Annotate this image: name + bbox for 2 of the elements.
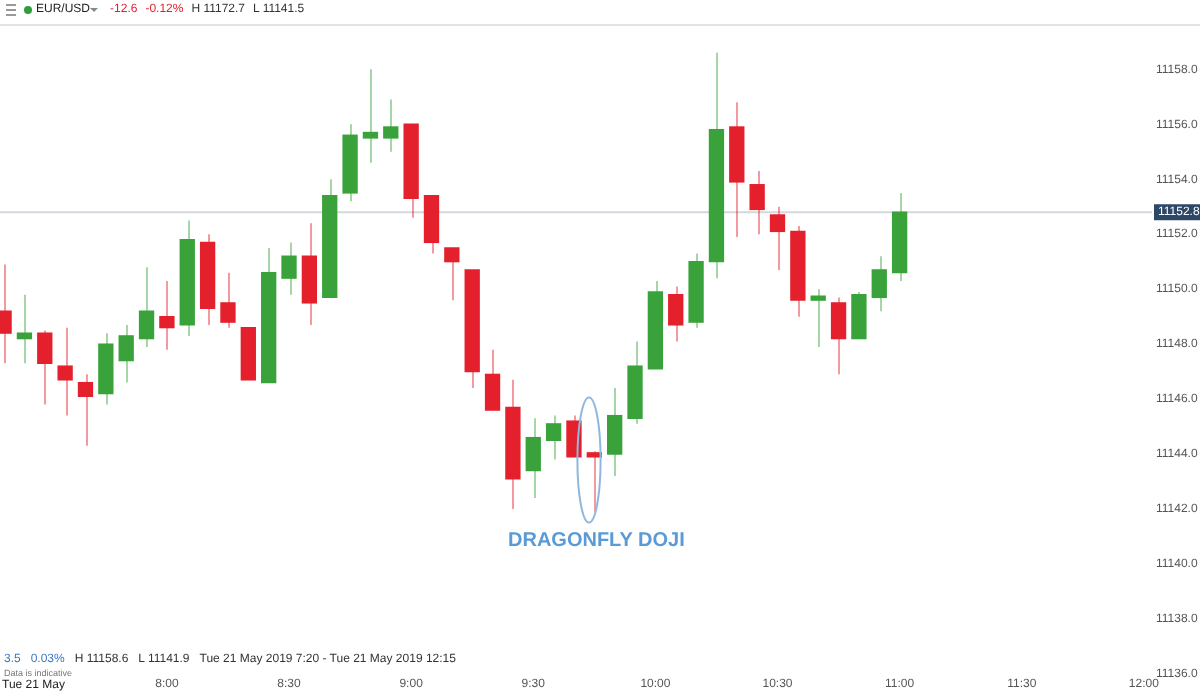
candlestick (851, 290, 867, 340)
annotation: DRAGONFLY DOJI (508, 530, 685, 552)
